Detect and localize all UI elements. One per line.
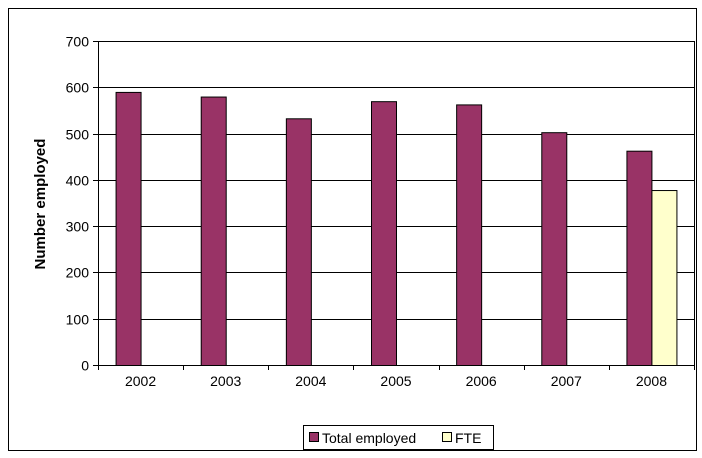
x-tick-label: 2007 — [551, 373, 582, 389]
x-tick-label: 2005 — [380, 373, 411, 389]
x-tick-label: 2002 — [125, 373, 156, 389]
y-tick-label: 500 — [66, 127, 90, 143]
x-tick-label: 2004 — [295, 373, 326, 389]
x-tick-label: 2003 — [210, 373, 241, 389]
y-tick-label: 100 — [66, 312, 90, 328]
axes: 0 100 200 300 400 500 600 700 2002 2003 2004 2005 20… — [66, 34, 695, 389]
x-tick-label: 2008 — [636, 373, 667, 389]
bar-total-employed — [371, 101, 397, 367]
y-tick-label: 700 — [66, 34, 90, 50]
y-tick-label: 400 — [66, 173, 90, 189]
legend-label-total-employed: Total employed — [322, 430, 416, 446]
y-tick-label: 300 — [66, 219, 90, 235]
bars — [115, 91, 678, 367]
y-axis-title: Number employed — [32, 139, 49, 270]
bar-total-employed — [626, 150, 653, 366]
y-tick-label: 600 — [66, 80, 90, 96]
legend-swatch-fte — [442, 432, 452, 442]
legend-box — [303, 425, 494, 450]
bar-total-employed — [285, 118, 312, 366]
legend-label-fte: FTE — [455, 430, 481, 446]
legend: Total employed FTE — [303, 425, 494, 450]
bar-fte — [651, 190, 678, 366]
y-tick-label: 0 — [81, 358, 89, 374]
bar-total-employed — [200, 96, 227, 367]
x-tick-label: 2006 — [466, 373, 497, 389]
bar-total-employed — [541, 132, 568, 366]
bar-total-employed — [115, 91, 142, 367]
legend-swatch-total-employed — [309, 432, 319, 442]
bar-total-employed — [456, 104, 483, 366]
y-tick-label: 200 — [66, 265, 90, 281]
